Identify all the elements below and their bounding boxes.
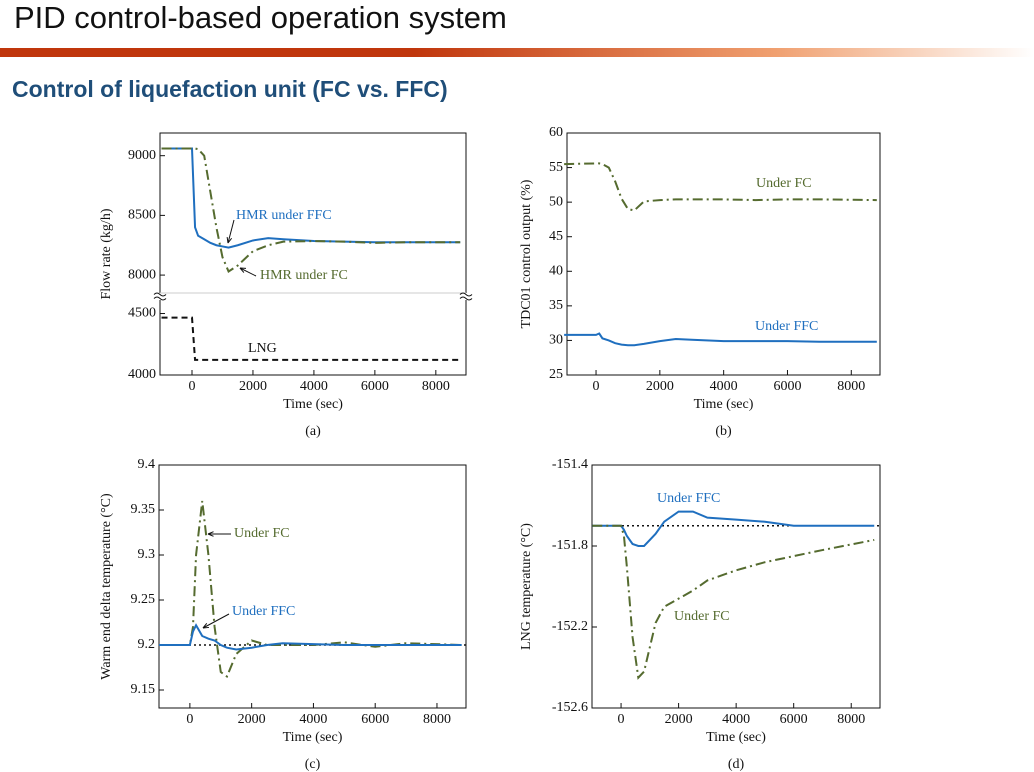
series-line — [159, 500, 462, 679]
x-tick-label: 4000 — [710, 379, 738, 394]
axis-break-mark — [153, 296, 167, 301]
label-arrowhead — [207, 531, 214, 537]
y-tick-label: 9000 — [128, 148, 156, 163]
series-line — [159, 623, 462, 651]
y-tick-label: -151.4 — [552, 457, 588, 472]
x-axis-label: Time (sec) — [283, 730, 343, 745]
label-arrowhead — [226, 236, 233, 244]
axis-break-gap — [152, 293, 474, 300]
y-tick-label: 45 — [549, 229, 563, 244]
y-tick-label: 9.4 — [138, 457, 156, 472]
x-tick-label: 6000 — [361, 379, 389, 394]
y-tick-label: 8000 — [128, 267, 156, 282]
label-arrow — [239, 267, 257, 277]
series-line — [161, 316, 461, 361]
x-tick-label: 8000 — [837, 712, 865, 727]
title-underline — [0, 48, 1034, 57]
label-arrow — [227, 219, 235, 244]
x-tick-label: 0 — [618, 712, 625, 727]
chart-caption: (a) — [305, 424, 321, 439]
x-tick-label: 8000 — [423, 712, 451, 727]
label-arrow — [202, 613, 230, 629]
plot-frame — [159, 132, 467, 376]
y-axis-label: Flow rate (kg/h) — [99, 208, 114, 299]
x-tick-label: 2000 — [665, 712, 693, 727]
label-arrowhead — [202, 623, 210, 629]
x-tick-label: 0 — [593, 379, 600, 394]
chart-caption: (d) — [728, 757, 745, 772]
series-label: Under FC — [674, 609, 730, 624]
chart-caption: (b) — [715, 424, 732, 439]
slide-subtitle: Control of liquefaction unit (FC vs. FFC… — [12, 76, 448, 102]
x-tick-label: 2000 — [238, 712, 266, 727]
x-tick-label: 8000 — [422, 379, 450, 394]
x-tick-label: 8000 — [837, 379, 865, 394]
chart-caption: (c) — [305, 757, 321, 772]
series-label: Under FC — [756, 176, 812, 191]
y-axis-label: LNG temperature (°C) — [519, 523, 534, 650]
x-axis-label: Time (sec) — [706, 730, 766, 745]
y-tick-label: -152.2 — [552, 619, 588, 634]
series-label: Under FC — [234, 526, 290, 541]
series-line — [161, 147, 461, 273]
y-tick-label: -151.8 — [552, 538, 588, 553]
y-tick-label: 9.3 — [138, 547, 156, 562]
y-tick-label: 50 — [549, 194, 563, 209]
y-tick-label: 4000 — [128, 367, 156, 382]
x-tick-label: 6000 — [773, 379, 801, 394]
x-tick-label: 6000 — [780, 712, 808, 727]
x-tick-label: 6000 — [361, 712, 389, 727]
y-tick-label: 30 — [549, 333, 563, 348]
axis-break-mark — [459, 296, 473, 301]
x-axis-label: Time (sec) — [283, 397, 343, 412]
x-axis-label: Time (sec) — [694, 397, 754, 412]
y-tick-label: 40 — [549, 264, 563, 279]
y-tick-label: 25 — [549, 367, 563, 382]
axis-break-mark — [153, 292, 167, 297]
axis-break-mark — [459, 292, 473, 297]
series-line — [161, 147, 461, 249]
series-label: Under FFC — [755, 319, 818, 334]
plot-frame — [566, 132, 881, 376]
y-axis-label: Warm end delta temperature (°C) — [99, 493, 114, 680]
x-tick-label: 0 — [189, 379, 196, 394]
x-tick-label: 4000 — [299, 712, 327, 727]
series-line — [592, 510, 875, 547]
series-label: HMR under FFC — [236, 208, 332, 223]
x-tick-label: 4000 — [722, 712, 750, 727]
y-axis-label: TDC01 control output (%) — [519, 179, 534, 328]
y-tick-label: 60 — [549, 125, 563, 140]
y-tick-label: 9.2 — [138, 637, 156, 652]
plot-frame — [158, 464, 467, 709]
y-tick-label: 9.25 — [131, 592, 156, 607]
plot-frame — [591, 464, 881, 709]
series-line — [564, 332, 877, 347]
y-tick-label: 55 — [549, 160, 563, 175]
x-tick-label: 0 — [186, 712, 193, 727]
label-arrowhead — [239, 267, 247, 273]
slide-title: PID control-based operation system — [14, 0, 507, 35]
series-label: LNG — [248, 341, 277, 356]
series-label: Under FFC — [232, 604, 295, 619]
y-tick-label: 9.15 — [131, 682, 156, 697]
y-tick-label: 35 — [549, 298, 563, 313]
x-tick-label: 2000 — [646, 379, 674, 394]
series-label: HMR under FC — [260, 268, 348, 283]
y-tick-label: 9.35 — [131, 502, 156, 517]
y-tick-label: 8500 — [128, 208, 156, 223]
series-label: Under FFC — [657, 491, 720, 506]
series-line — [564, 162, 877, 212]
y-tick-label: 4500 — [128, 306, 156, 321]
y-tick-label: -152.6 — [552, 700, 588, 715]
series-line — [592, 524, 875, 680]
x-tick-label: 2000 — [239, 379, 267, 394]
x-tick-label: 4000 — [300, 379, 328, 394]
